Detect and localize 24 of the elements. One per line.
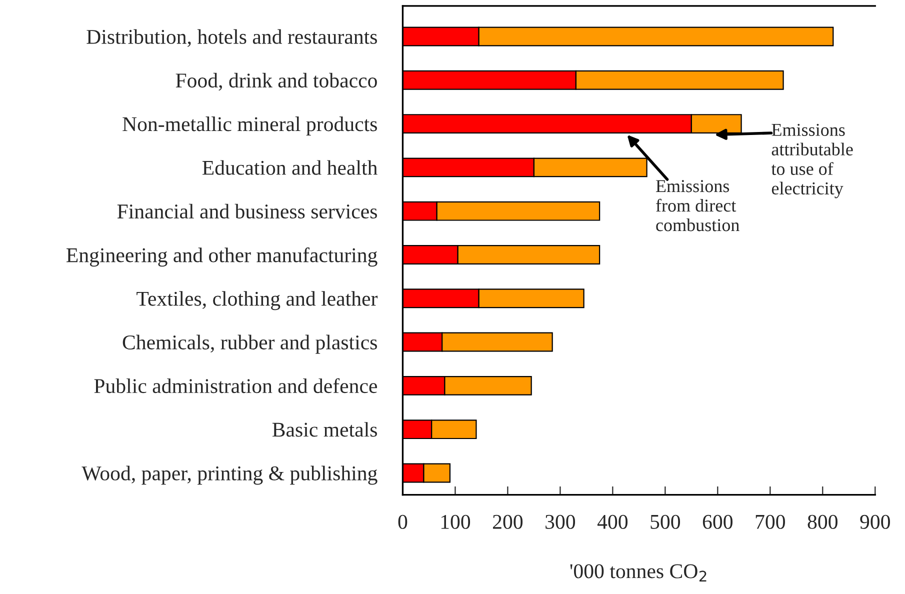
x-tick-label: 800 xyxy=(808,514,838,529)
x-axis-title: '000 tonnes CO$_{2}$ xyxy=(570,564,706,582)
y-tick-label: Chemicals, rubber and plastics xyxy=(122,334,377,354)
y-tick-label: Public administration and defence xyxy=(94,378,377,394)
y-tick-label: Distribution, hotels and restaurants xyxy=(86,29,377,47)
x-tick-label: 700 xyxy=(756,514,785,529)
x-tick-label: 900 xyxy=(860,514,890,529)
x-tick-label: 0 xyxy=(398,514,408,529)
x-tick-label: 100 xyxy=(441,514,470,529)
y-tick-label: Financial and business services xyxy=(117,204,377,219)
y-tick-label: Non-metallic mineral products xyxy=(122,116,377,136)
y-tick-label: Engineering and other manufacturing xyxy=(66,247,378,267)
x-tick-label: 200 xyxy=(492,514,523,529)
x-tick-label: 400 xyxy=(597,514,628,529)
x-tick-label: 600 xyxy=(702,514,732,529)
y-tick-label: Food, drink and tobacco xyxy=(176,72,377,91)
y-tick-label: Textiles, clothing and leather xyxy=(136,291,378,310)
y-tick-label: Wood, paper, printing & publishing xyxy=(82,466,378,485)
annotation: Emissions from direct combustion xyxy=(656,180,740,232)
x-tick-label: 500 xyxy=(650,514,680,529)
y-tick-label: Basic metals xyxy=(272,422,377,437)
x-tick-label: 300 xyxy=(546,514,576,529)
y-tick-label: Education and health xyxy=(202,160,378,175)
annotation: Emissions attributable to use of electricity xyxy=(771,124,853,198)
